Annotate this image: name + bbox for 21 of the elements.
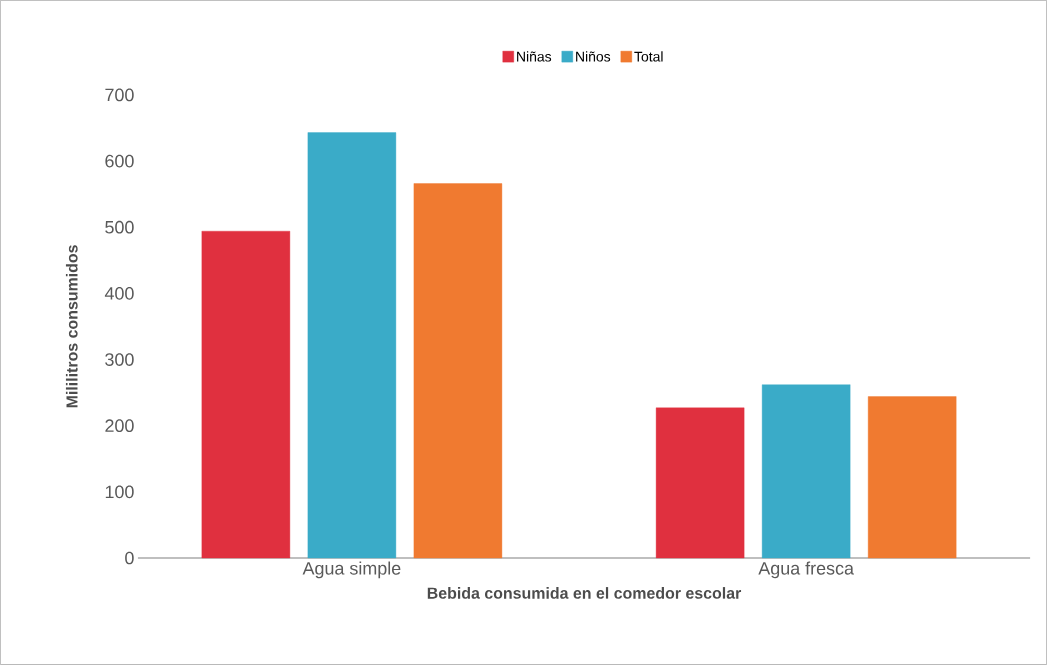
x-tick-label: Agua simple — [302, 561, 401, 579]
bar — [413, 183, 503, 559]
y-axis-title: Mililitros consumidos — [65, 245, 78, 408]
y-tick-label: 100 — [105, 485, 134, 499]
bar — [867, 396, 957, 559]
x-axis-title: Bebida consumida en el comedor escolar — [427, 587, 742, 599]
legend-label: Niñas — [517, 51, 552, 62]
legend-label: Niños — [576, 51, 611, 62]
y-tick-label: 700 — [105, 88, 134, 102]
y-tick-label: 500 — [105, 220, 134, 234]
legend-label: Total — [634, 51, 663, 62]
y-tick-label: 400 — [104, 287, 134, 300]
bar — [307, 132, 397, 559]
y-tick-label: 200 — [105, 419, 134, 433]
y-tick-label: 300 — [105, 353, 134, 366]
bar — [655, 407, 745, 559]
bar — [201, 231, 291, 559]
bar — [761, 384, 851, 559]
y-tick-label: 0 — [125, 551, 134, 565]
x-tick-label: Agua fresca — [758, 561, 854, 579]
y-tick-label: 600 — [105, 154, 134, 168]
